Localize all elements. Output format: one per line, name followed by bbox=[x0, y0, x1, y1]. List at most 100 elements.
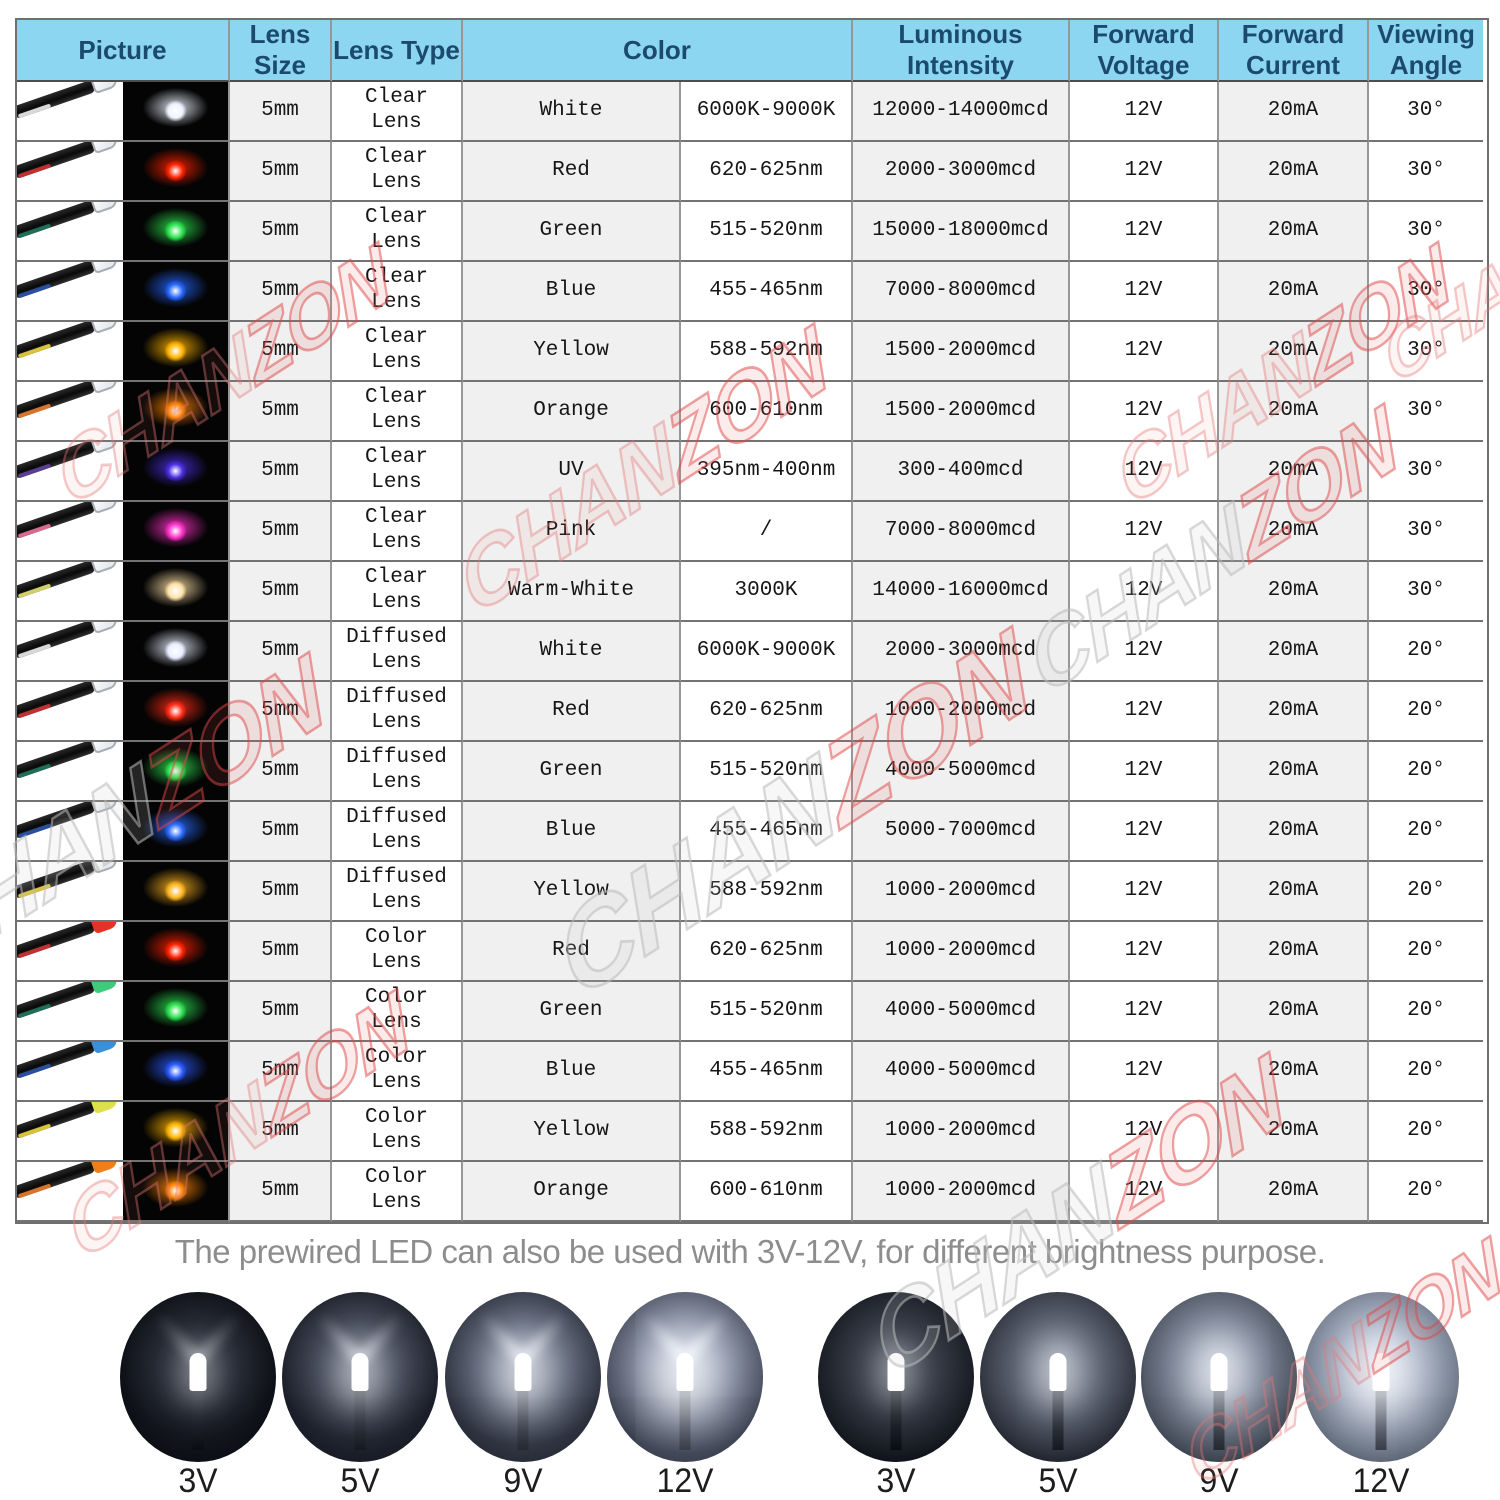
clear-lens-brightness-sample bbox=[445, 1292, 601, 1462]
clear-lens-brightness-sample bbox=[282, 1292, 438, 1462]
led-lead bbox=[517, 1385, 529, 1450]
cell-luminous-intensity: 7000-8000mcd bbox=[853, 502, 1070, 562]
led-lead bbox=[679, 1385, 691, 1450]
table-row: 5mm Diffused Lens Red 620-625nm 1000-2000mcd… bbox=[17, 682, 1487, 742]
cell-color-name: Yellow bbox=[463, 322, 681, 382]
cell-forward-voltage: 12V bbox=[1070, 202, 1219, 262]
cell-lens-type: Clear Lens bbox=[332, 502, 463, 562]
cell-viewing-angle: 30° bbox=[1369, 322, 1483, 382]
cell-lens-type: Color Lens bbox=[332, 922, 463, 982]
table-row: 5mm Clear Lens Green 515-520nm 15000-18000mc… bbox=[17, 202, 1487, 262]
cell-luminous-intensity: 4000-5000mcd bbox=[853, 742, 1070, 802]
prewired-led-photo bbox=[17, 322, 123, 380]
cell-lens-type: Clear Lens bbox=[332, 262, 463, 322]
cell-viewing-angle: 20° bbox=[1369, 982, 1483, 1042]
header-lens-size: Lens Size bbox=[230, 20, 332, 82]
prewired-led-photo bbox=[17, 442, 123, 500]
table-row: 5mm Diffused Lens Blue 455-465nm 5000-7000mc… bbox=[17, 802, 1487, 862]
cell-luminous-intensity: 2000-3000mcd bbox=[853, 142, 1070, 202]
cell-color-value: 600-610nm bbox=[681, 382, 853, 442]
cell-forward-current: 20mA bbox=[1219, 1042, 1369, 1102]
picture-cell bbox=[17, 202, 230, 262]
led-lead bbox=[192, 1385, 204, 1450]
led-wire-illustration bbox=[17, 442, 123, 483]
cell-color-value: 620-625nm bbox=[681, 682, 853, 742]
cell-forward-voltage: 12V bbox=[1070, 262, 1219, 322]
clear-lens-brightness-sample bbox=[607, 1292, 763, 1462]
cell-viewing-angle: 30° bbox=[1369, 82, 1483, 142]
lit-led-photo bbox=[122, 502, 228, 560]
cell-color-value: 515-520nm bbox=[681, 202, 853, 262]
cell-luminous-intensity: 2000-3000mcd bbox=[853, 622, 1070, 682]
cell-lens-size: 5mm bbox=[230, 202, 332, 262]
cell-lens-size: 5mm bbox=[230, 82, 332, 142]
cell-color-value: 6000K-9000K bbox=[681, 622, 853, 682]
cell-lens-type: Diffused Lens bbox=[332, 622, 463, 682]
cell-forward-voltage: 12V bbox=[1070, 142, 1219, 202]
cell-forward-current: 20mA bbox=[1219, 202, 1369, 262]
led-bulb bbox=[89, 802, 119, 815]
lit-led-photo bbox=[122, 442, 228, 500]
cell-luminous-intensity: 1000-2000mcd bbox=[853, 922, 1070, 982]
table-row: 5mm Color Lens Green 515-520nm 4000-5000mcd 1… bbox=[17, 982, 1487, 1042]
led-wire-illustration bbox=[17, 562, 123, 603]
prewired-led-photo bbox=[17, 622, 123, 680]
cell-luminous-intensity: 4000-5000mcd bbox=[853, 1042, 1070, 1102]
cell-lens-type: Clear Lens bbox=[332, 142, 463, 202]
cell-color-value: 455-465nm bbox=[681, 1042, 853, 1102]
cell-lens-type: Clear Lens bbox=[332, 382, 463, 442]
cell-forward-current: 20mA bbox=[1219, 1102, 1369, 1162]
lit-led-photo bbox=[122, 322, 228, 380]
lit-led-photo bbox=[122, 82, 228, 140]
header-viewing-angle: Viewing Angle bbox=[1369, 20, 1483, 82]
cell-lens-type: Clear Lens bbox=[332, 442, 463, 502]
cell-lens-type: Clear Lens bbox=[332, 82, 463, 142]
cell-lens-type: Diffused Lens bbox=[332, 802, 463, 862]
prewired-led-photo bbox=[17, 682, 123, 740]
cell-forward-voltage: 12V bbox=[1070, 1102, 1219, 1162]
led-lead bbox=[354, 1385, 366, 1450]
cell-forward-current: 20mA bbox=[1219, 382, 1369, 442]
led-bulb bbox=[89, 682, 119, 695]
picture-cell bbox=[17, 262, 230, 322]
led-wire-illustration bbox=[17, 982, 123, 1023]
header-luminous-intensity: Luminous Intensity bbox=[853, 20, 1070, 82]
header-lens-type: Lens Type bbox=[332, 20, 463, 82]
lit-led-photo bbox=[122, 1042, 228, 1100]
led-bulb bbox=[89, 862, 119, 875]
cell-lens-size: 5mm bbox=[230, 1102, 332, 1162]
led-spec-table: Picture Lens Size Lens Type Color Lumino… bbox=[15, 18, 1489, 1224]
cell-viewing-angle: 30° bbox=[1369, 262, 1483, 322]
led-bulb bbox=[1210, 1353, 1228, 1392]
led-lead bbox=[1375, 1385, 1387, 1450]
cell-lens-size: 5mm bbox=[230, 922, 332, 982]
voltage-label: 5V bbox=[1038, 1462, 1078, 1500]
lit-led-photo bbox=[122, 622, 228, 680]
led-bulb bbox=[89, 142, 119, 155]
table-header-row: Picture Lens Size Lens Type Color Lumino… bbox=[17, 20, 1487, 82]
cell-color-value: 515-520nm bbox=[681, 982, 853, 1042]
lit-led-photo bbox=[122, 922, 228, 980]
cell-viewing-angle: 20° bbox=[1369, 922, 1483, 982]
clear-lens-brightness-sample bbox=[120, 1292, 276, 1462]
cell-lens-type: Color Lens bbox=[332, 1162, 463, 1222]
prewired-led-photo bbox=[17, 502, 123, 560]
cell-color-name: Blue bbox=[463, 262, 681, 322]
cell-color-name: Yellow bbox=[463, 862, 681, 922]
table-row: 5mm Clear Lens Warm-White 3000K 14000-16000m… bbox=[17, 562, 1487, 622]
led-bulb bbox=[89, 622, 119, 635]
cell-lens-type: Clear Lens bbox=[332, 562, 463, 622]
cell-luminous-intensity: 300-400mcd bbox=[853, 442, 1070, 502]
cell-lens-type: Color Lens bbox=[332, 1102, 463, 1162]
led-wire-illustration bbox=[17, 862, 123, 903]
cell-luminous-intensity: 5000-7000mcd bbox=[853, 802, 1070, 862]
cell-viewing-angle: 30° bbox=[1369, 202, 1483, 262]
diffused-lens-brightness-sample bbox=[980, 1292, 1136, 1462]
table-row: 5mm Diffused Lens Yellow 588-592nm 1000-2000… bbox=[17, 862, 1487, 922]
lit-led-photo bbox=[122, 802, 228, 860]
cell-luminous-intensity: 4000-5000mcd bbox=[853, 982, 1070, 1042]
cell-luminous-intensity: 1000-2000mcd bbox=[853, 862, 1070, 922]
cell-forward-voltage: 12V bbox=[1070, 382, 1219, 442]
cell-forward-current: 20mA bbox=[1219, 802, 1369, 862]
